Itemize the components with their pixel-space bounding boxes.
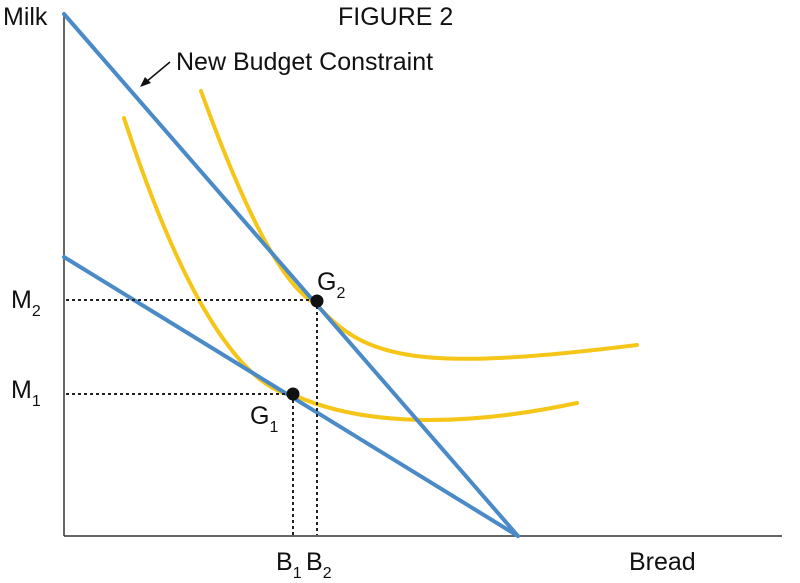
y-axis-label: Milk: [3, 3, 48, 31]
point-g1-dot: [286, 387, 300, 401]
new-budget-line: [62, 12, 520, 538]
figure-title: FIGURE 2: [338, 3, 453, 31]
point-label-g2: G2: [317, 268, 345, 302]
tick-label-m1: M1: [11, 376, 41, 410]
tick-label-b2: B2: [306, 548, 332, 582]
tick-label-m2: M2: [11, 286, 41, 320]
x-axis-label: Bread: [629, 548, 696, 576]
annotation-arrow: [145, 61, 171, 83]
point-g2-dot: [310, 294, 324, 308]
indifference-curve-2: [199, 89, 639, 361]
tick-label-b1: B1: [276, 548, 302, 582]
point-label-g1: G1: [250, 402, 278, 436]
annotation-arrowhead: [140, 77, 151, 87]
annotation-label: New Budget Constraint: [176, 48, 433, 76]
